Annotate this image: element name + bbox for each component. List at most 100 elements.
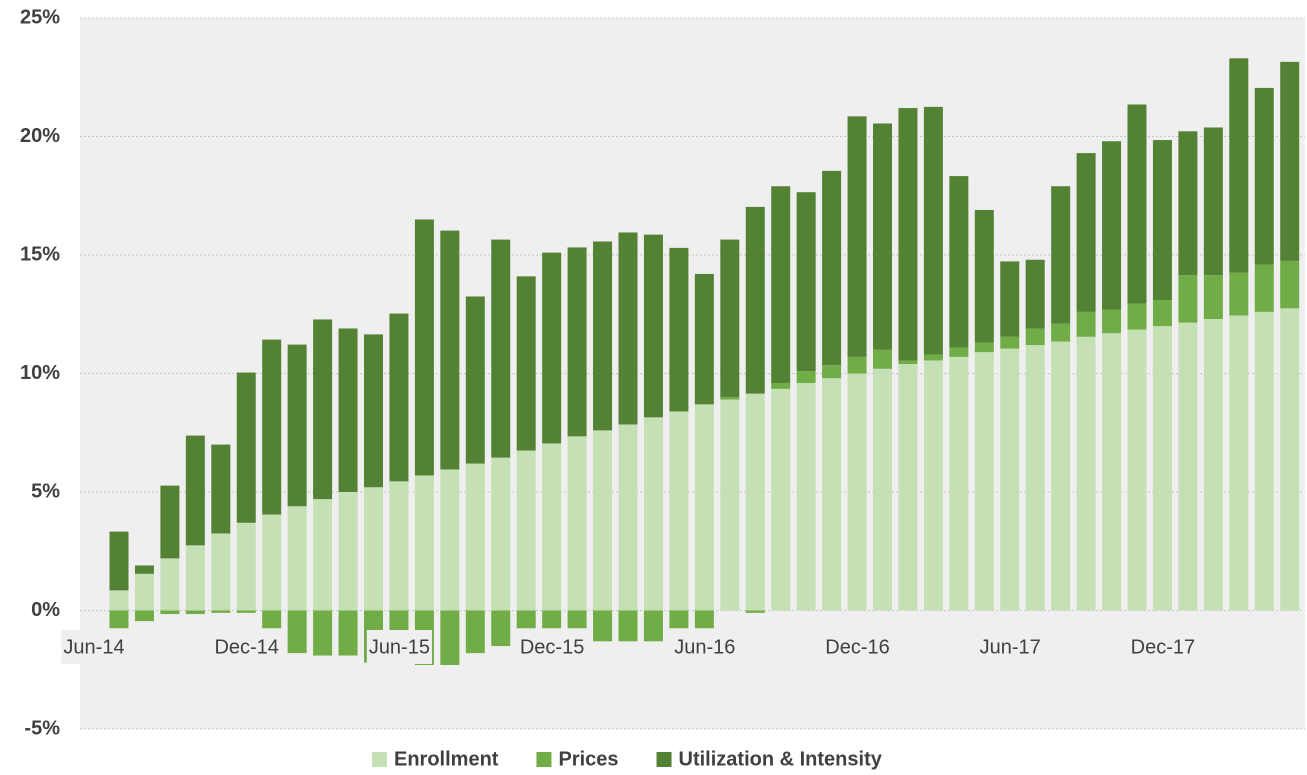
bar-segment: [1102, 333, 1122, 611]
bar-segment: [211, 533, 231, 611]
bar-segment: [873, 123, 892, 350]
legend-swatch: [372, 752, 387, 767]
bar-segment: [134, 565, 154, 574]
bar-segment: [440, 469, 460, 611]
bar-segment: [898, 360, 918, 365]
bar-segment: [542, 252, 562, 444]
x-tick-label: Jun-14: [63, 636, 124, 658]
bar-segment: [160, 610, 180, 615]
bar-segment: [1152, 326, 1172, 611]
bar-segment: [236, 522, 256, 611]
bar-segment: [440, 230, 460, 470]
y-tick-label: 5%: [31, 480, 60, 502]
bar-segment: [1025, 259, 1045, 329]
x-tick-label: Dec-14: [214, 636, 278, 658]
bar-segment: [338, 492, 358, 611]
bar-segment: [338, 610, 358, 656]
bar-segment: [1127, 329, 1147, 611]
bar-segment: [287, 344, 307, 507]
bar-segment: [898, 364, 918, 611]
bar-segment: [974, 352, 994, 611]
bar-segment: [847, 116, 867, 357]
y-tick-label: 15%: [20, 243, 60, 265]
bar-segment: [491, 610, 511, 647]
bar-segment: [771, 382, 791, 389]
bar-segment: [287, 506, 307, 611]
bar-segment: [313, 319, 333, 500]
bar-segment: [1000, 261, 1020, 337]
bar-segment: [898, 108, 918, 361]
bar-segment: [1178, 131, 1198, 276]
bar-segment: [262, 514, 282, 611]
bar-segment: [1076, 311, 1096, 337]
bar-segment: [262, 610, 282, 629]
x-tick-label: Jun-15: [369, 636, 430, 658]
bar-segment: [873, 349, 892, 369]
bar-segment: [134, 610, 154, 622]
legend-swatch: [656, 752, 672, 767]
x-tick-background: [517, 630, 587, 664]
bar-segment: [694, 404, 714, 611]
bar-segment: [211, 444, 231, 534]
x-tick-label: Jun-17: [980, 636, 1041, 658]
bar-segment: [1203, 127, 1223, 276]
bar-segment: [1127, 104, 1147, 304]
bar-segment: [465, 296, 485, 464]
bar-segment: [643, 417, 663, 611]
x-tick: Jun-15: [366, 630, 432, 664]
x-tick-background: [672, 630, 738, 664]
bar-segment: [923, 106, 943, 355]
bar-segment: [1280, 260, 1300, 309]
bar-segment: [593, 241, 613, 431]
bar-segment: [1102, 141, 1122, 310]
bar-segment: [1025, 328, 1045, 346]
bar-segment: [669, 411, 689, 611]
bar-segment: [949, 356, 969, 611]
bar-segment: [1229, 272, 1249, 316]
x-tick-background: [61, 630, 127, 664]
bar-segment: [287, 610, 307, 654]
bar-segment: [796, 192, 816, 372]
bar-segment: [593, 610, 613, 642]
bar-segment: [720, 397, 740, 400]
bar-segment: [414, 475, 434, 611]
bar-segment: [1051, 341, 1071, 611]
bar-segment: [542, 443, 562, 611]
bar-segment: [1051, 186, 1071, 324]
bar-segment: [185, 435, 205, 546]
bar-segment: [1076, 336, 1096, 611]
bar-segment: [1229, 315, 1249, 611]
bar-segment: [974, 209, 994, 343]
bar-segment: [720, 239, 740, 398]
bar-segment: [745, 393, 765, 611]
x-tick-background: [1128, 630, 1198, 664]
bar-segment: [134, 573, 154, 611]
bar-segment: [567, 436, 587, 611]
bar-segment: [694, 610, 714, 629]
bar-segment: [1152, 300, 1172, 327]
bar-segment: [567, 247, 587, 437]
bar-segment: [1076, 153, 1096, 312]
bar-segment: [364, 487, 383, 611]
bar-segment: [1254, 264, 1274, 312]
bar-segment: [618, 610, 638, 642]
bar-segment: [364, 334, 383, 488]
bar-segment: [1280, 308, 1300, 611]
bar-segment: [1152, 140, 1172, 301]
bar-segment: [1203, 275, 1223, 319]
bar-segment: [516, 450, 536, 611]
bar-segment: [618, 424, 638, 611]
x-tick: Dec-14: [212, 630, 281, 664]
x-tick-label: Dec-16: [825, 636, 889, 658]
bar-segment: [440, 610, 460, 666]
x-tick-label: Jun-16: [674, 636, 735, 658]
y-tick-label: 0%: [31, 599, 60, 621]
x-tick: Dec-16: [823, 630, 892, 664]
bar-segment: [185, 545, 205, 611]
bar-segment: [873, 368, 892, 611]
bar-segment: [465, 463, 485, 611]
bar-segment: [1102, 309, 1122, 334]
bar-segment: [822, 170, 842, 366]
bar-segment: [643, 610, 663, 642]
